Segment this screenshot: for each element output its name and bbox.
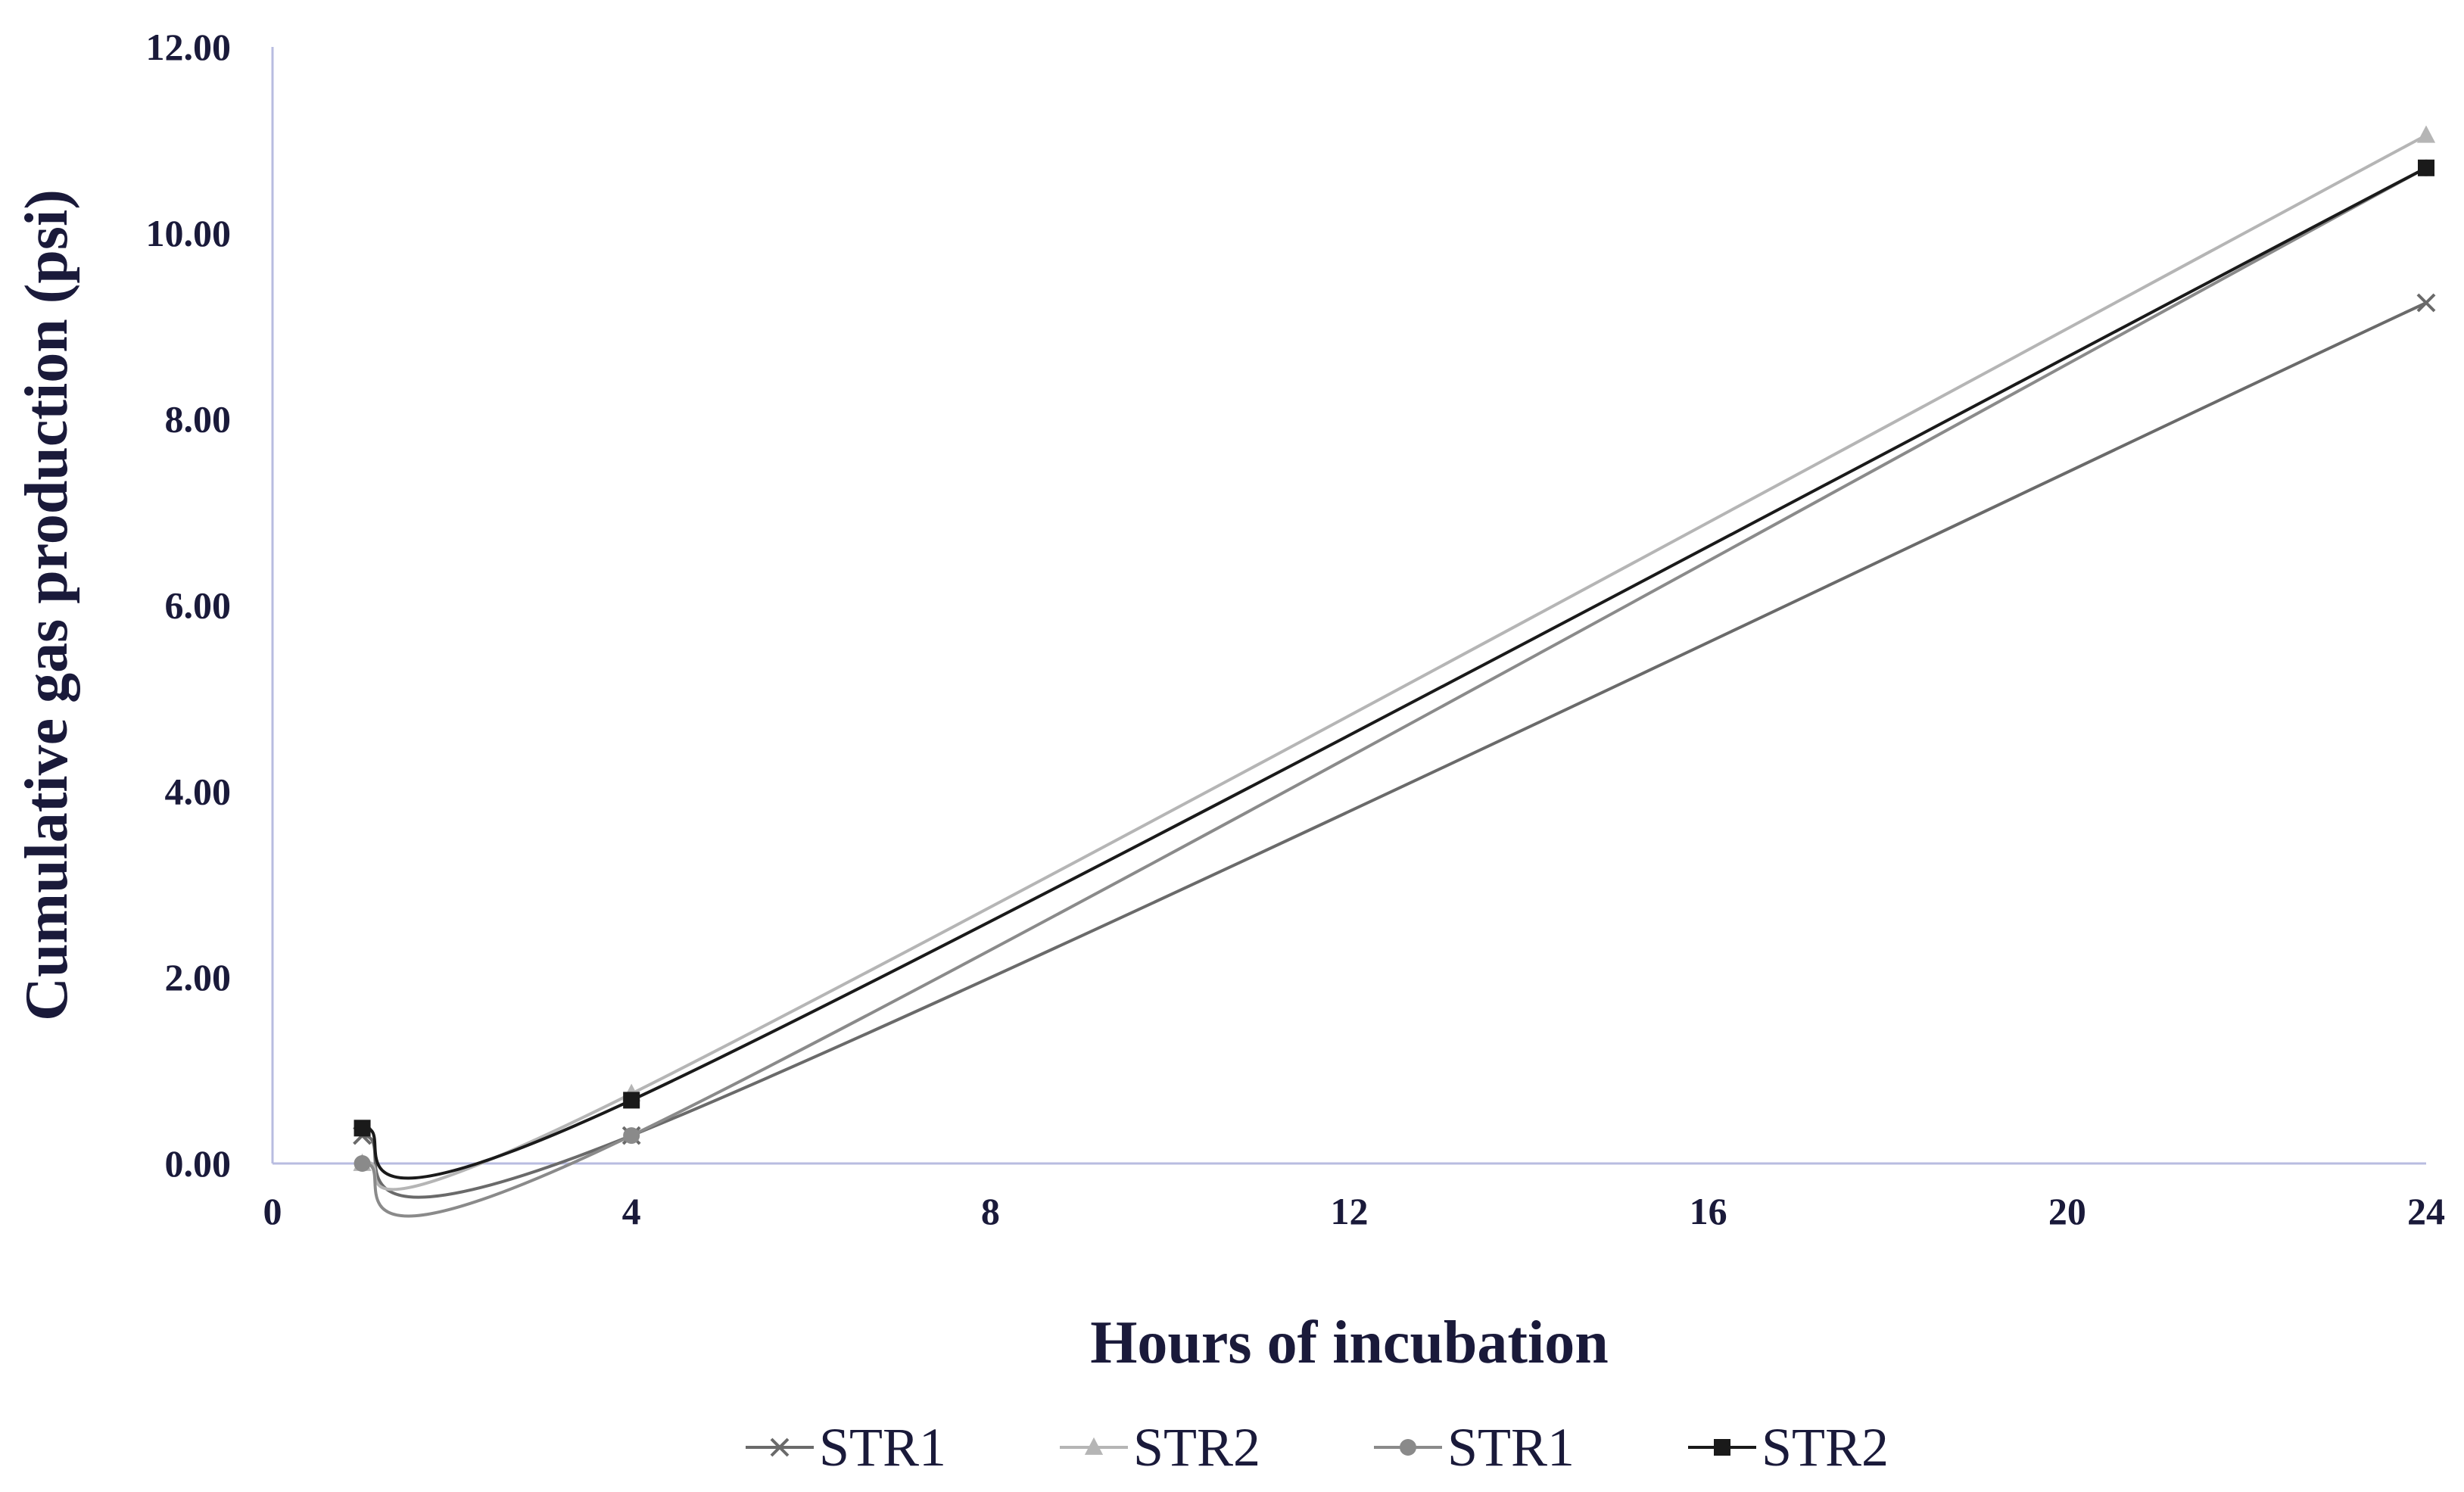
data-point xyxy=(2416,125,2436,143)
series-2 xyxy=(353,125,2436,1191)
tick-labels: 0.00 2.00 4.00 6.00 8.00 10.00 12.00 0 4 8 12 16 20 2… xyxy=(146,26,2446,1232)
y-tick-label: 4.00 xyxy=(165,770,232,812)
series-line xyxy=(362,134,2427,1191)
legend-label: STR2 xyxy=(1133,1417,1260,1478)
axes xyxy=(271,47,2426,1165)
series-group xyxy=(353,125,2436,1218)
data-point xyxy=(2416,293,2436,313)
data-point xyxy=(354,1120,371,1137)
legend-label: STR2 xyxy=(1762,1417,1889,1478)
x-tick-label: 4 xyxy=(622,1190,641,1232)
y-tick-label: 6.00 xyxy=(165,584,232,627)
data-point xyxy=(354,1155,371,1172)
x-tick-label: 20 xyxy=(2048,1190,2086,1232)
legend-marker xyxy=(1714,1439,1730,1456)
x-tick-label: 16 xyxy=(1690,1190,1727,1232)
data-point xyxy=(623,1127,640,1145)
x-tick-label: 12 xyxy=(1331,1190,1369,1232)
data-point xyxy=(2418,159,2434,176)
legend-item: STR2 xyxy=(1060,1417,1260,1478)
legend-marker xyxy=(1400,1439,1416,1456)
y-tick-label: 10.00 xyxy=(146,212,232,254)
x-axis-title: Hours of incubation xyxy=(1090,1310,1609,1376)
legend-item: STR1 xyxy=(1374,1417,1575,1478)
y-tick-label: 0.00 xyxy=(165,1142,232,1185)
y-tick-label: 2.00 xyxy=(165,956,232,998)
series-1 xyxy=(353,293,2436,1199)
legend-item: STR1 xyxy=(746,1417,946,1478)
legend-label: STR1 xyxy=(1447,1417,1575,1478)
legend-item: STR2 xyxy=(1688,1417,1889,1478)
legend-label: STR1 xyxy=(819,1417,946,1478)
legend-marker xyxy=(1084,1437,1104,1455)
x-tick-label: 24 xyxy=(2407,1190,2445,1232)
series-line xyxy=(362,167,2427,1218)
series-4 xyxy=(354,159,2434,1180)
data-point xyxy=(623,1092,640,1109)
series-3 xyxy=(354,159,2434,1218)
series-line xyxy=(362,301,2427,1199)
x-tick-label: 8 xyxy=(981,1190,1000,1232)
legend: STR1 STR2 STR1 STR2 xyxy=(746,1417,1889,1478)
series-line xyxy=(362,167,2427,1180)
y-tick-label: 8.00 xyxy=(165,398,232,441)
y-tick-label: 12.00 xyxy=(146,26,232,68)
x-tick-label: 0 xyxy=(263,1190,282,1232)
legend-marker xyxy=(770,1437,790,1457)
y-axis-title: Cumulative gas production (psi) xyxy=(14,189,80,1021)
